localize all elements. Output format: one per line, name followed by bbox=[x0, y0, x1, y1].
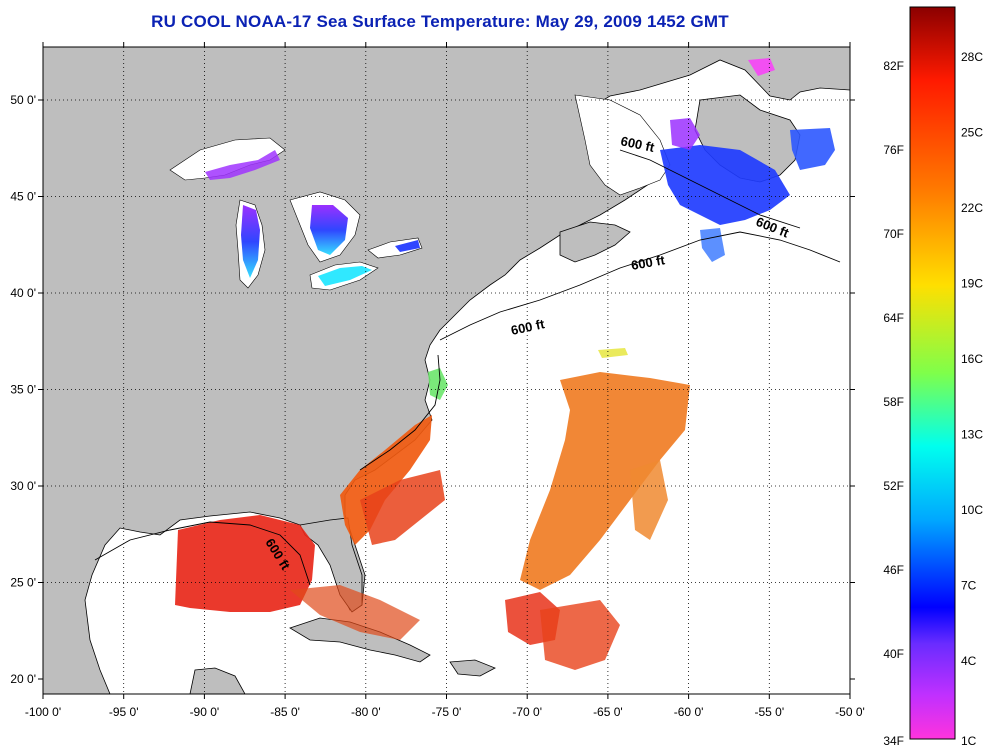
lon-tick-label: -50 0' bbox=[835, 705, 865, 719]
map-area: 600 ft 600 ft 600 ft 600 ft 600 ft bbox=[43, 47, 850, 694]
sst-superior bbox=[205, 150, 280, 180]
latitude-axis: 50 0' 45 0' 40 0' 35 0' 30 0' 25 0' 20 0' bbox=[10, 93, 855, 686]
sst-labrador-magenta bbox=[748, 58, 775, 76]
sst-lakes bbox=[205, 150, 420, 286]
contour-label-4: 600 ft bbox=[510, 316, 547, 338]
sst-mid-yellow bbox=[598, 348, 628, 358]
sst-cold-gulf bbox=[660, 145, 790, 225]
yucatan-land bbox=[189, 667, 246, 694]
nova-scotia-land bbox=[559, 221, 631, 263]
lat-tick-label: 50 0' bbox=[10, 93, 36, 107]
gulf-st-lawrence bbox=[574, 94, 671, 196]
sst-cold-violet bbox=[670, 118, 700, 150]
lon-tick-label: -70 0' bbox=[512, 705, 542, 719]
sst-coastal-green bbox=[428, 368, 448, 400]
lon-tick-label: -55 0' bbox=[754, 705, 784, 719]
sst-cold-east bbox=[790, 128, 835, 170]
lat-tick-label: 30 0' bbox=[10, 479, 36, 493]
sst-gulf-of-mexico bbox=[175, 515, 315, 612]
sst-huron bbox=[310, 205, 348, 255]
lat-tick-label: 45 0' bbox=[10, 190, 36, 204]
lon-tick-label: -100 0' bbox=[25, 705, 61, 719]
lon-tick-label: -90 0' bbox=[190, 705, 220, 719]
sst-sargasso-band bbox=[520, 372, 690, 590]
lon-tick-label: -85 0' bbox=[270, 705, 300, 719]
sst-erie bbox=[318, 266, 372, 286]
isobath-gulf bbox=[94, 521, 311, 586]
lon-tick-label: -60 0' bbox=[674, 705, 704, 719]
graticule bbox=[43, 47, 850, 694]
hispaniola-land bbox=[449, 659, 496, 677]
sst-caribbean-east bbox=[540, 600, 620, 670]
contour-label-1: 600 ft bbox=[619, 133, 656, 155]
longitude-axis: -100 0' -95 0' -90 0' -85 0' -80 0' -75 0' -70… bbox=[25, 42, 865, 719]
lat-tick-label: 35 0' bbox=[10, 383, 36, 397]
sst-central-patch bbox=[630, 460, 668, 540]
isobath-600ft bbox=[94, 149, 841, 586]
sst-southeast-shelf bbox=[360, 470, 445, 545]
sst-gulf-stream bbox=[340, 415, 432, 545]
lat-tick-label: 20 0' bbox=[10, 672, 36, 686]
lon-tick-label: -75 0' bbox=[432, 705, 462, 719]
lat-tick-label: 40 0' bbox=[10, 286, 36, 300]
sst-north-atlantic bbox=[660, 58, 835, 262]
isobath-south bbox=[359, 354, 441, 471]
sst-ontario bbox=[395, 240, 420, 252]
sst-bahamas bbox=[290, 585, 420, 640]
lat-tick-label: 25 0' bbox=[10, 576, 36, 590]
isobath-north bbox=[439, 231, 841, 341]
contour-label-3: 600 ft bbox=[630, 252, 667, 273]
isobath-scotian bbox=[619, 149, 801, 229]
lon-tick-label: -80 0' bbox=[351, 705, 381, 719]
sst-warm-waters bbox=[175, 348, 690, 670]
lon-tick-label: -65 0' bbox=[593, 705, 623, 719]
map-title: RU COOL NOAA-17 Sea Surface Temperature:… bbox=[151, 12, 729, 31]
sst-michigan bbox=[241, 205, 260, 278]
lon-tick-label: -95 0' bbox=[109, 705, 139, 719]
